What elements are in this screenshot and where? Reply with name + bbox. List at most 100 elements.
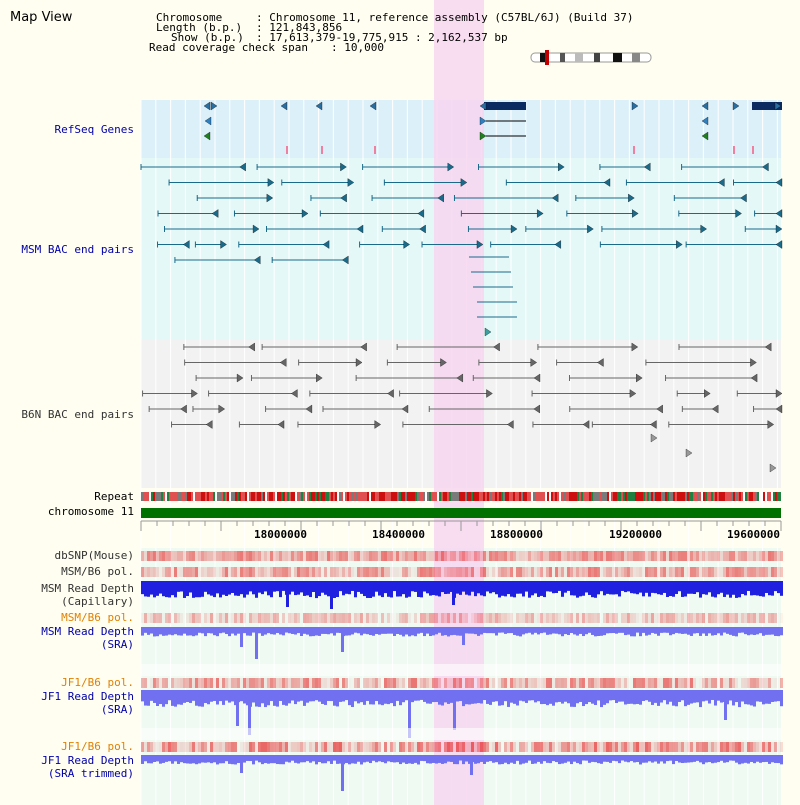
jf1-depth-sra-bar (360, 690, 363, 703)
jf1-depth-trimmed-bar (702, 755, 705, 765)
msm-pol-heat-cell (618, 613, 621, 623)
msm-pol-heat-cell (324, 613, 327, 623)
jf1-pol-heat-cell (363, 742, 366, 752)
track-label-jf1-depth-sra[interactable]: JF1 Read Depth (41, 690, 134, 703)
repeat-segment (289, 492, 291, 501)
jf1-pol-heat-cell (363, 678, 366, 688)
jf1-depth-sra-bar (669, 690, 672, 702)
msm-pol-heat-cell (747, 567, 750, 577)
track-label-jf1-b6-pol-2[interactable]: JF1/B6 pol. (61, 740, 134, 753)
jf1-pol-heat-cell (603, 678, 606, 688)
msm-depth-sra-bar (573, 627, 576, 635)
msm-depth-sra-bar (417, 627, 420, 634)
b6n-bac-pair (764, 342, 772, 352)
jf1-pol-heat-cell (678, 742, 681, 752)
jf1-depth-trimmed-bar (459, 755, 462, 761)
track-label-msm-b6-pol-2[interactable]: MSM/B6 pol. (61, 611, 134, 624)
track-label-chromosome[interactable]: chromosome 11 (47, 505, 134, 518)
track-label-msm-b6-pol-1[interactable]: MSM/B6 pol. (61, 565, 134, 578)
dbsnp-heat-cell (546, 551, 549, 561)
jf1-pol-heat-cell (171, 742, 174, 752)
msm-depth-sra-bar (270, 627, 273, 635)
repeat-segment (509, 492, 511, 501)
dbsnp-heat-cell (534, 551, 537, 561)
repeat-segment (219, 492, 221, 501)
repeat-segment (247, 492, 249, 501)
track-label-b6n-bac-end-pairs[interactable]: B6N BAC end pairs (21, 408, 134, 421)
jf1-depth-trimmed-bar (684, 755, 687, 763)
jf1-depth-trimmed-bar (198, 755, 201, 764)
jf1-pol-heat-cell (762, 742, 765, 752)
msm-depth-sra-bar (717, 627, 720, 634)
msm-bac-pair (447, 162, 455, 172)
jf1-depth-sra-bar (597, 690, 600, 701)
repeat-segment (487, 492, 489, 501)
jf1-depth-sra-bar (567, 690, 570, 704)
msm-pol-heat-cell (327, 567, 330, 577)
msm-pol-heat-cell (213, 613, 216, 623)
track-label-jf1-depth-trimmed[interactable]: JF1 Read Depth (41, 754, 134, 767)
jf1-depth-trimmed-bar (480, 755, 483, 762)
msm-pol-heat-cell (609, 567, 612, 577)
msm-pol-heat-cell (336, 613, 339, 623)
msm-pol-heat-cell (408, 567, 411, 577)
msm-depth-sra-bar (498, 627, 501, 633)
msm-depth-sra-bar (621, 627, 624, 633)
jf1-depth-sra-bar (528, 690, 531, 701)
repeat-segment (697, 492, 699, 501)
repeat-segment (305, 492, 307, 501)
jf1-pol-heat-cell (477, 742, 480, 752)
jf1-pol-heat-cell (474, 742, 477, 752)
track-label-msm-depth-capillary[interactable]: MSM Read Depth (41, 582, 134, 595)
msm-depth-sra-bar (333, 627, 336, 636)
jf1-depth-trimmed-bar (675, 755, 678, 762)
msm-pol-heat-cell (279, 567, 282, 577)
msm-depth-capillary-bar (705, 581, 708, 595)
refseq-transcript-arrow (479, 116, 487, 126)
jf1-pol-heat-cell (354, 678, 357, 688)
jf1-depth-trimmed-bar (324, 755, 327, 764)
dbsnp-heat-cell (168, 551, 171, 561)
track-label-msm-bac-end-pairs[interactable]: MSM BAC end pairs (21, 243, 134, 256)
msm-pol-heat-cell (225, 567, 228, 577)
msm-pol-heat-cell (438, 613, 441, 623)
msm-pol-heat-cell (489, 567, 492, 577)
jf1-pol-heat-cell (573, 742, 576, 752)
track-label-dbsnp[interactable]: dbSNP(Mouse) (54, 549, 134, 562)
jf1-pol-heat-cell (246, 678, 249, 688)
track-label-msm-depth-sra[interactable]: MSM Read Depth (41, 625, 134, 638)
jf1-pol-heat-cell (717, 678, 720, 688)
jf1-depth-trimmed-bar (411, 755, 414, 764)
dbsnp-heat-cell (723, 551, 726, 561)
dbsnp-heat-cell (309, 551, 312, 561)
repeat-segment (525, 492, 527, 501)
msm-pol-heat-cell (348, 613, 351, 623)
jf1-depth-trimmed-bar (720, 755, 723, 761)
jf1-pol-heat-cell (729, 742, 732, 752)
track-label-jf1-b6-pol-1[interactable]: JF1/B6 pol. (61, 676, 134, 689)
repeat-segment (715, 492, 717, 501)
jf1-pol-heat-cell (567, 742, 570, 752)
jf1-depth-trimmed-bar (444, 755, 447, 764)
jf1-depth-sra-bar (690, 690, 693, 704)
repeat-segment (393, 492, 395, 501)
track-label-repeat[interactable]: Repeat (94, 490, 134, 503)
msm-depth-sra-bar (462, 627, 465, 645)
jf1-depth-sra-bar (393, 690, 396, 707)
msm-depth-capillary-bar (567, 581, 570, 591)
jf1-pol-heat-cell (309, 678, 312, 688)
dbsnp-heat-cell (456, 551, 459, 561)
msm-pol-heat-cell (588, 613, 591, 623)
jf1-pol-heat-cell (366, 678, 369, 688)
jf1-pol-heat-cell (384, 742, 387, 752)
jf1-depth-trimmed-bar (339, 755, 342, 764)
msm-depth-sra-bar (348, 627, 351, 636)
msm-pol-heat-cell (237, 567, 240, 577)
msm-pol-heat-cell (714, 613, 717, 623)
jf1-depth-trimmed-bar (507, 755, 510, 765)
track-label-refseq-genes[interactable]: RefSeq Genes (54, 123, 134, 136)
msm-pol-heat-cell (513, 567, 516, 577)
msm-pol-heat-cell (201, 613, 204, 623)
msm-pol-heat-cell (393, 567, 396, 577)
